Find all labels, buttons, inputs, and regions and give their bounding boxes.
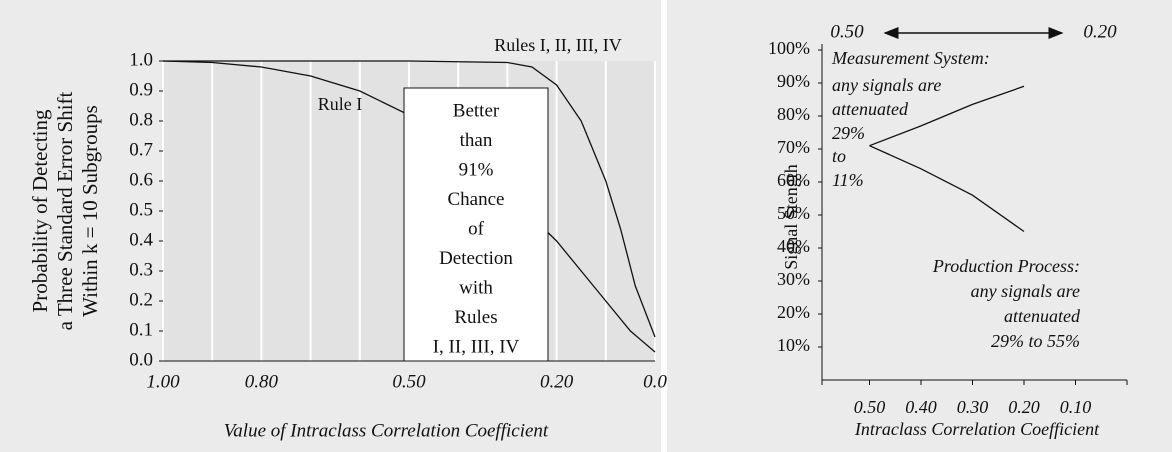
y-axis-label: Probability of Detecting: [28, 109, 52, 312]
y-tick-label: 0.5: [129, 199, 153, 220]
annotation-line: Rules: [454, 307, 497, 328]
y-tick-label: 0.4: [129, 229, 153, 250]
series-line: [869, 85, 1025, 147]
annotation-line: Production Process:: [932, 256, 1080, 276]
y-tick-label: 0.0: [129, 349, 153, 370]
x-tick-label: 0.50: [392, 371, 426, 392]
y-tick-label: 70%: [777, 137, 810, 157]
x-tick-label: 0.30: [957, 397, 989, 417]
y-axis-label: Within k = 10 Subgroups: [78, 105, 102, 317]
series-line: [163, 60, 656, 338]
right-panel: [667, 0, 1172, 452]
series-line: [869, 145, 1025, 233]
y-tick-label: 0.8: [129, 109, 153, 130]
annotation-line: any signals are: [832, 75, 941, 95]
top-label: 0.20: [1083, 21, 1117, 42]
x-tick-label: 0.0: [643, 371, 667, 392]
y-tick-label: 0.6: [129, 169, 153, 190]
y-tick-label: 100%: [768, 38, 810, 58]
annotation-line: 29%: [832, 123, 865, 143]
y-tick-label: 30%: [777, 269, 810, 289]
y-tick-label: 90%: [777, 71, 810, 91]
y-tick-label: 50%: [777, 203, 810, 223]
annotation-line: attenuated: [832, 99, 909, 119]
x-axis-label: Intraclass Correlation Coefficient: [854, 419, 1100, 439]
y-tick-label: 1.0: [129, 49, 153, 70]
annotation-line: 91%: [459, 159, 494, 180]
y-tick-label: 0.9: [129, 79, 153, 100]
annotation-line: Chance: [448, 189, 505, 210]
annotation-line: with: [459, 277, 493, 298]
y-tick-label: 0.3: [129, 259, 153, 280]
x-tick-label: 1.00: [146, 371, 180, 392]
annotation-box: [403, 87, 549, 362]
y-axis-label: Signal Stength: [781, 164, 801, 270]
x-tick-label: 0.40: [905, 397, 937, 417]
annotation-line: I, II, III, IV: [433, 336, 520, 357]
y-tick-label: 40%: [777, 236, 810, 256]
top-label: 0.50: [830, 21, 864, 42]
y-tick-label: 0.7: [129, 139, 153, 160]
annotation-line: than: [460, 130, 493, 151]
annotation-line: attenuated: [1004, 306, 1081, 326]
annotation-line: 11%: [832, 170, 864, 190]
x-tick-label: 0.10: [1060, 397, 1092, 417]
x-axis-label: Value of Intraclass Correlation Coeffici…: [224, 420, 549, 441]
x-tick-label: 0.50: [854, 397, 886, 417]
y-tick-label: 20%: [777, 302, 810, 322]
annotation-line: any signals are: [971, 281, 1080, 301]
x-tick-label: 0.20: [540, 371, 574, 392]
annotation-line: of: [468, 218, 485, 239]
annotation-line: 29% to 55%: [991, 331, 1080, 351]
y-axis-label: a Three Standard Error Shift: [53, 91, 77, 330]
series-label: Rule I: [318, 94, 363, 114]
series-label: Rules I, II, III, IV: [494, 35, 621, 55]
y-tick-label: 60%: [777, 170, 810, 190]
y-tick-label: 0.2: [129, 289, 153, 310]
y-tick-label: 80%: [777, 104, 810, 124]
annotation-line: to: [832, 146, 846, 166]
annotation-line: Better: [453, 100, 500, 121]
annotation-line: Detection: [439, 248, 513, 269]
y-tick-label: 10%: [777, 335, 810, 355]
y-tick-label: 0.1: [129, 319, 153, 340]
x-tick-label: 0.80: [245, 371, 279, 392]
x-tick-label: 0.20: [1008, 397, 1040, 417]
annotation-line: Measurement System:: [831, 48, 990, 68]
